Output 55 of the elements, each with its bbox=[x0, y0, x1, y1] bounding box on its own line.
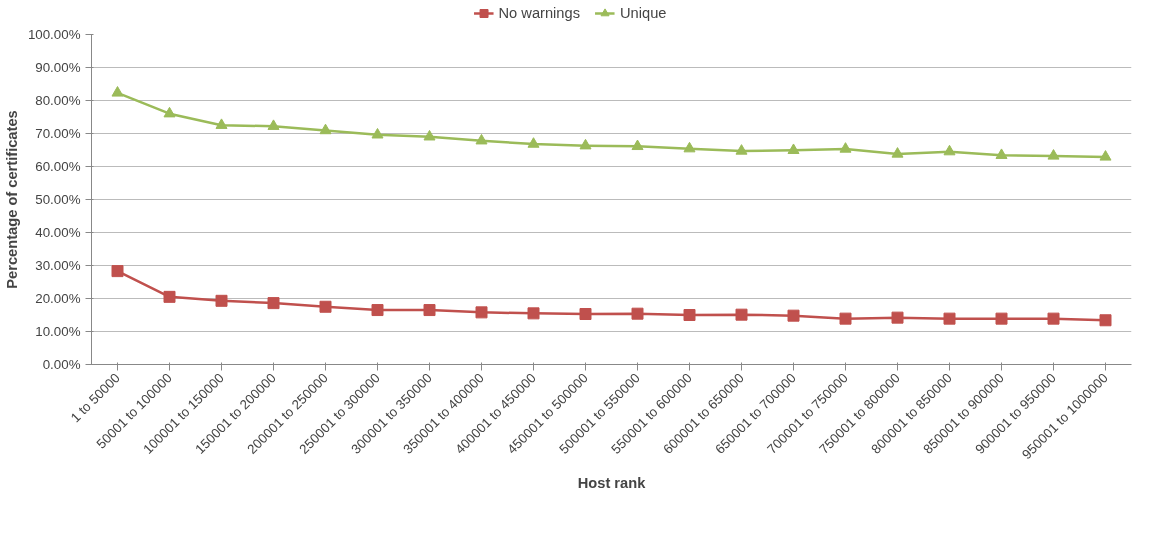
point bbox=[787, 309, 800, 322]
y-axis-title: Percentage of certificates bbox=[3, 110, 20, 289]
point bbox=[683, 309, 696, 321]
point bbox=[683, 141, 696, 153]
point bbox=[1099, 314, 1112, 327]
y-tick-label: 30.00% bbox=[35, 258, 81, 273]
point bbox=[891, 147, 904, 158]
point bbox=[267, 297, 280, 310]
point bbox=[371, 304, 384, 317]
point bbox=[371, 127, 384, 139]
y-tick-label: 70.00% bbox=[35, 126, 81, 141]
point bbox=[423, 304, 436, 317]
point bbox=[839, 312, 852, 325]
legend-label: No warnings bbox=[498, 5, 581, 21]
point bbox=[215, 294, 228, 307]
point bbox=[631, 307, 644, 320]
y-tick-label: 90.00% bbox=[35, 60, 81, 75]
point bbox=[735, 144, 748, 155]
point bbox=[319, 300, 332, 313]
point bbox=[943, 312, 956, 325]
point bbox=[163, 106, 176, 118]
point bbox=[423, 129, 436, 141]
point bbox=[891, 311, 904, 324]
y-tick-label: 100.00% bbox=[27, 27, 81, 42]
point bbox=[579, 138, 592, 150]
point bbox=[111, 86, 124, 97]
y-tick-label: 60.00% bbox=[35, 159, 81, 174]
y-tick-label: 80.00% bbox=[35, 93, 81, 108]
point bbox=[943, 144, 956, 156]
point bbox=[267, 119, 280, 130]
point bbox=[215, 118, 228, 129]
y-tick-label: 0.00% bbox=[42, 357, 81, 372]
point bbox=[1047, 149, 1060, 160]
y-tick-label: 10.00% bbox=[35, 324, 81, 339]
point bbox=[839, 142, 852, 153]
point bbox=[527, 307, 540, 320]
point bbox=[995, 312, 1008, 325]
y-tick-label: 20.00% bbox=[35, 291, 81, 306]
point bbox=[787, 143, 800, 155]
x-axis-title: Host rank bbox=[577, 475, 647, 492]
point bbox=[319, 123, 332, 135]
point bbox=[579, 308, 592, 321]
point bbox=[735, 308, 748, 321]
legend-label: Unique bbox=[620, 5, 667, 21]
point bbox=[1047, 312, 1060, 325]
point bbox=[1099, 150, 1112, 161]
point bbox=[631, 139, 644, 151]
point bbox=[995, 148, 1008, 159]
point bbox=[163, 290, 176, 303]
point bbox=[111, 265, 124, 278]
y-tick-label: 40.00% bbox=[35, 225, 81, 240]
y-tick-label: 50.00% bbox=[35, 192, 81, 207]
point bbox=[527, 137, 540, 148]
point bbox=[475, 133, 488, 145]
point bbox=[475, 306, 488, 319]
